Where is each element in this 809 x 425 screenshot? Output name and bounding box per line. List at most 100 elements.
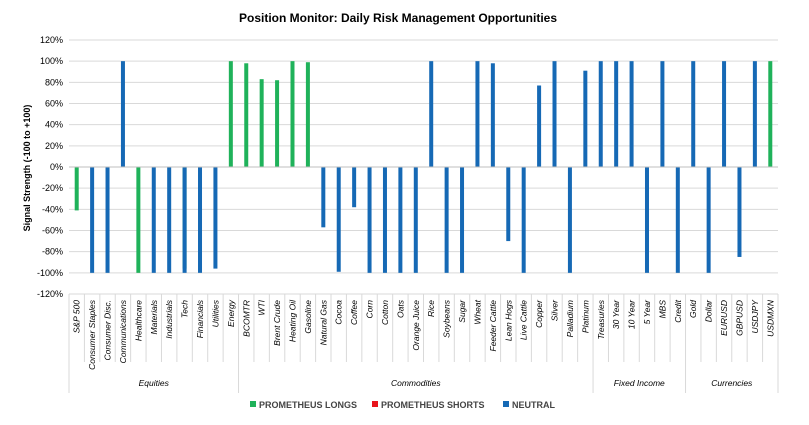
legend-label-longs: PROMETHEUS LONGS: [259, 400, 357, 410]
x-tick-label: S&P 500: [72, 300, 82, 334]
bar-neutral: [90, 167, 95, 273]
bar-neutral: [752, 61, 757, 167]
x-tick-label: Platinum: [580, 300, 590, 333]
x-tick-label: MBS: [657, 300, 667, 319]
x-tick-label: 10 Year: [627, 299, 637, 329]
y-tick-label: -80%: [42, 247, 63, 257]
bar-neutral: [675, 167, 680, 273]
bar-neutral: [213, 167, 218, 269]
x-tick-label: Feeder Cattle: [488, 300, 498, 352]
x-tick-label: Copper: [534, 299, 544, 328]
bar-neutral: [644, 167, 649, 273]
bar-neutral: [367, 167, 372, 273]
x-tick-label: Heating Oil: [287, 299, 297, 342]
y-tick-label: 100%: [40, 56, 63, 66]
bar-neutral: [182, 167, 187, 273]
bar-neutral: [444, 167, 449, 273]
x-tick-label: Silver: [550, 299, 560, 321]
x-tick-label: Oats: [395, 299, 405, 318]
bar-longs: [228, 61, 233, 167]
y-tick-label: -40%: [42, 204, 63, 214]
x-tick-label: Financials: [195, 299, 205, 338]
x-tick-label: Palladium: [565, 300, 575, 337]
x-tick-label: Coffee: [349, 300, 359, 325]
bar-neutral: [660, 61, 665, 167]
y-tick-label: 80%: [45, 77, 63, 87]
x-tick-label: USDMXN: [765, 299, 775, 337]
group-label: Currencies: [711, 378, 753, 388]
x-tick-label: Corn: [365, 300, 375, 319]
bar-longs: [768, 61, 773, 167]
bar-neutral: [521, 167, 526, 273]
y-tick-label: 120%: [40, 35, 63, 45]
bar-longs: [305, 62, 310, 167]
y-tick-label: -60%: [42, 226, 63, 236]
y-tick-label: 20%: [45, 141, 63, 151]
bar-longs: [290, 61, 295, 167]
x-tick-label: Treasuries: [596, 299, 606, 339]
bar-neutral: [475, 61, 480, 167]
x-tick-label: Materials: [149, 299, 159, 334]
y-tick-label: -100%: [37, 268, 63, 278]
bar-neutral: [537, 85, 542, 167]
bar-neutral: [352, 167, 357, 208]
bar-neutral: [722, 61, 727, 167]
group-label: Fixed Income: [614, 378, 665, 388]
x-tick-label: BCOMTR: [241, 300, 251, 337]
legend-label-neutral: NEUTRAL: [512, 400, 555, 410]
legend-swatch-neutral: [503, 401, 509, 407]
bar-neutral: [490, 63, 495, 167]
x-tick-label: Live Cattle: [519, 300, 529, 340]
x-tick-label: Brent Crude: [272, 300, 282, 346]
x-tick-label: Rice: [426, 300, 436, 317]
x-tick-label: Sugar: [457, 299, 467, 323]
x-tick-label: Wheat: [472, 299, 482, 324]
category-groups: Equities Commodities Fixed Income Currencie…: [68, 362, 779, 393]
bar-neutral: [737, 167, 742, 257]
bar-neutral: [583, 70, 588, 167]
x-tick-label: Orange Juice: [411, 300, 421, 351]
bar-longs: [244, 63, 249, 167]
bars: [74, 61, 773, 273]
x-tick-label: USDJPY: [750, 299, 760, 334]
bar-longs: [74, 167, 79, 211]
bar-neutral: [614, 61, 619, 167]
chart-title: Position Monitor: Daily Risk Management …: [239, 11, 557, 25]
y-tick-label: 60%: [45, 99, 63, 109]
x-tick-label: Gold: [688, 300, 698, 318]
x-tick-label: Natural Gas: [318, 299, 328, 345]
legend: PROMETHEUS LONGS PROMETHEUS SHORTS NEUTRAL: [250, 400, 555, 410]
x-tick-label: Healthcare: [133, 300, 143, 341]
legend-swatch-longs: [250, 401, 256, 407]
bar-neutral: [382, 167, 387, 273]
x-tick-label: WTI: [257, 299, 267, 315]
x-tick-label: Soybeans: [442, 299, 452, 338]
x-tick-label: Utilities: [210, 299, 220, 327]
y-axis-label: Signal Strength (-100 to +100): [22, 105, 32, 232]
x-tick-label: Consumer Staples: [87, 299, 97, 370]
bar-longs: [136, 167, 141, 273]
bar-neutral: [105, 167, 110, 273]
y-tick-label: 0%: [50, 162, 63, 172]
bar-longs: [275, 80, 280, 167]
x-tick-label: Consumer Disc.: [103, 300, 113, 360]
bar-neutral: [567, 167, 572, 273]
bar-neutral: [413, 167, 418, 273]
bar-neutral: [167, 167, 172, 273]
bar-longs: [259, 79, 264, 167]
bar-neutral: [552, 61, 557, 167]
bar-neutral: [398, 167, 403, 273]
bar-neutral: [629, 61, 634, 167]
y-tick-label: -20%: [42, 183, 63, 193]
x-tick-label: Communications: [118, 299, 128, 363]
x-tick-label: Dollar: [704, 299, 714, 322]
x-tick-label: 30 Year: [611, 299, 621, 329]
bar-neutral: [321, 167, 326, 228]
y-axis-ticks: 120% 100% 80% 60% 40% 20% 0% -20% -40% -60% -80% -1…: [37, 35, 63, 299]
x-tick-label: Energy: [226, 299, 236, 327]
bar-neutral: [506, 167, 511, 242]
x-tick-label: GBPUSD: [734, 300, 744, 336]
bar-neutral: [336, 167, 341, 272]
x-tick-label: 5 Year: [642, 299, 652, 325]
x-tick-label: Credit: [673, 299, 683, 322]
